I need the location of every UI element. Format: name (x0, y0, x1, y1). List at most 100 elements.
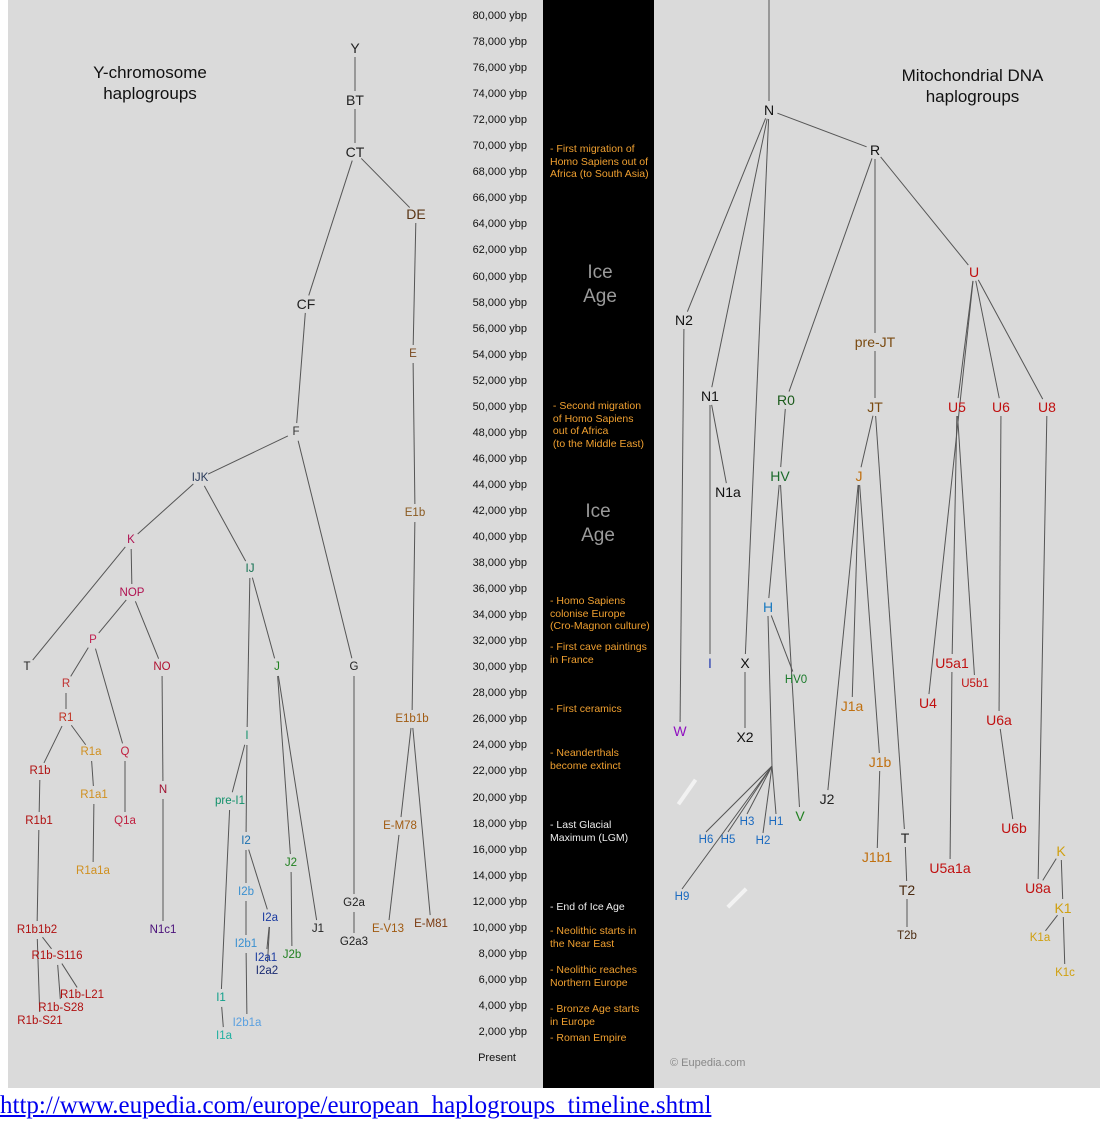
mtdna-tree-edge (875, 415, 905, 830)
mt-node-k1a: K1a (1029, 932, 1051, 944)
y-node-i2b1a: I2b1a (232, 1017, 262, 1029)
y-tree-edge (161, 675, 164, 782)
mtdna-tree-edge (851, 484, 860, 698)
y-tree-edge (277, 675, 291, 855)
y-node-j: J (274, 661, 280, 673)
mtdna-tree-edge (904, 846, 908, 882)
timeline-tick: 16,000 ybp (472, 843, 527, 856)
y-tree-edge (221, 1006, 224, 1028)
mt-node-j1a: J1a (840, 698, 864, 714)
timeline-tick: Present (478, 1052, 516, 1064)
y-tree-edge (412, 222, 417, 346)
mt-node-n1a: N1a (715, 484, 741, 500)
y-node-n1c1: N1c1 (149, 924, 177, 936)
mt-node-u8a: U8a (1025, 880, 1051, 896)
timeline-bar (543, 0, 654, 1088)
y-tree-edge (290, 871, 293, 947)
y-tree-edge (57, 964, 61, 1000)
y-tree-edge (246, 577, 251, 728)
mtdna-tree-edge (951, 415, 958, 655)
y-chromosome-panel (8, 0, 544, 1088)
timeline-tick: 74,000 ybp (472, 88, 527, 101)
y-tree-edge (91, 760, 94, 787)
y-tree-edge (400, 727, 412, 818)
mtdna-tree-edge (711, 404, 727, 484)
mtdna-tree-edge (859, 484, 880, 754)
y-node-r1b-s21: R1b-S21 (17, 1015, 63, 1027)
y-tree-edge (134, 601, 160, 659)
y-tree-edge (411, 521, 416, 711)
y-node-g2a3: G2a3 (339, 936, 369, 948)
mt-node-hv: HV (770, 468, 790, 484)
y-node-pre-i1: pre-I1 (214, 795, 246, 807)
timeline-tick: 52,000 ybp (472, 374, 527, 387)
timeline-tick: 66,000 ybp (472, 192, 527, 205)
ice-age-label: Ice Age (583, 262, 617, 307)
mt-node-u4: U4 (919, 695, 937, 711)
timeline-tick: 76,000 ybp (472, 62, 527, 75)
y-node-i2b: I2b (238, 886, 254, 898)
mt-node-t2: T2 (898, 882, 916, 898)
mt-node-j1b: J1b (868, 754, 892, 770)
mtdna-tree-edge (705, 765, 773, 833)
timeline-tick: 50,000 ybp (472, 400, 527, 413)
mtdna-tree-edge (998, 415, 1002, 712)
mtdna-tree-edge (928, 280, 974, 695)
y-tree-edge (267, 926, 270, 963)
mt-node-pre-jt: pre-JT (854, 334, 896, 350)
y-node-n: N (158, 784, 168, 796)
mt-node-n: N (763, 102, 775, 118)
mtdna-tree-edge (1037, 415, 1048, 880)
timeline-tick: 10,000 ybp (472, 921, 527, 934)
mtdna-tree-edge (949, 671, 953, 860)
y-node-q1a: Q1a (114, 815, 136, 827)
mt-node-u: U (968, 264, 980, 280)
timeline-tick: 78,000 ybp (472, 36, 527, 49)
mt-node-u6: U6 (992, 399, 1010, 415)
mtdna-tree-edge (780, 484, 800, 808)
y-tree-edge (412, 362, 416, 505)
y-node-q: Q (120, 746, 130, 758)
y-tree-edge (245, 744, 248, 833)
y-node-ij: IJ (245, 563, 255, 575)
y-node-j2: J2 (284, 857, 298, 869)
y-tree-edge (42, 936, 52, 950)
mtdna-tree-edge (768, 484, 780, 599)
y-tree-edge (32, 546, 126, 661)
y-node-k: K (127, 534, 135, 546)
y-tree-edge (220, 809, 231, 990)
timeline-tick: 24,000 ybp (472, 739, 527, 752)
y-tree-edge (43, 725, 63, 764)
timeline-event: - First migration of Homo Sapiens out of… (550, 143, 649, 180)
mt-node-k1: K1 (1054, 900, 1072, 916)
y-tree-edge (61, 963, 78, 988)
timeline-event: - Bronze Age starts in Europe (550, 1003, 640, 1028)
y-tree-edge (207, 435, 289, 475)
y-chromosome-title: Y-chromosome haplogroups (93, 63, 207, 103)
y-node-y: Y (350, 40, 360, 56)
mt-node-k: K (1056, 843, 1066, 859)
timeline-tick: 54,000 ybp (472, 348, 527, 361)
mt-node-v: V (795, 808, 805, 824)
timeline-event: - Neolithic reaches Northern Europe (550, 964, 637, 989)
mt-node-u6b: U6b (1001, 820, 1027, 836)
mtdna-tree-edge (975, 280, 1000, 399)
timeline-event: - Homo Sapiens colonise Europe (Cro-Magn… (550, 595, 650, 632)
timeline-tick: 34,000 ybp (472, 609, 527, 622)
mt-node-n2: N2 (675, 312, 693, 328)
y-tree-edge (308, 160, 353, 296)
timeline-tick: 20,000 ybp (472, 791, 527, 804)
y-tree-edge (277, 675, 318, 921)
timeline-tick: 72,000 ybp (472, 114, 527, 127)
y-tree-edge (70, 647, 89, 677)
mt-node-jt: JT (867, 399, 883, 415)
timeline-event: - Last Glacial Maximum (LGM) (550, 819, 629, 844)
timeline-tick: 68,000 ybp (472, 166, 527, 179)
source-link[interactable]: http://www.eupedia.com/europe/european_h… (0, 1092, 712, 1119)
y-tree-edge (360, 158, 411, 208)
mt-node-w: W (673, 723, 687, 739)
timeline-tick: 60,000 ybp (472, 270, 527, 283)
timeline-tick: 38,000 ybp (472, 557, 527, 570)
